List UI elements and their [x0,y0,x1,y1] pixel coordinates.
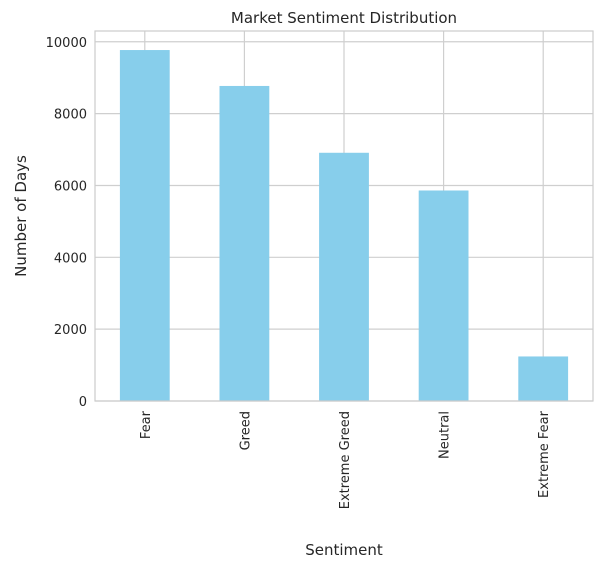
y-tick-label: 2000 [54,323,87,338]
x-tick-label: Extreme Greed [338,411,353,509]
bar-fear [119,50,170,402]
y-tick-label: 8000 [54,108,87,123]
x-tick-labels: Fear Greed Extreme Greed Neutral Extreme Fea… [139,410,552,509]
y-tick-label: 10000 [46,36,87,51]
y-tick-labels: 0 2000 4000 6000 8000 10000 [46,36,87,410]
x-tick-label: Neutral [438,411,453,459]
chart-title: Market Sentiment Distribution [231,9,457,27]
y-tick-label: 0 [79,395,87,410]
x-tick-label: Fear [139,410,154,439]
x-axis-label: Sentiment [305,541,383,559]
plot-frame [94,30,594,402]
bars-layer [119,50,569,402]
x-tick-label: Extreme Fear [537,410,552,498]
y-tick-label: 6000 [54,179,87,194]
y-axis-label: Number of Days [12,155,30,277]
x-tick-label: Greed [238,411,253,450]
y-tick-label: 4000 [54,251,87,266]
bar-extreme-greed [319,152,369,401]
bar-neutral [418,190,469,401]
bar-extreme-fear [518,356,569,401]
bar-greed [219,85,270,401]
